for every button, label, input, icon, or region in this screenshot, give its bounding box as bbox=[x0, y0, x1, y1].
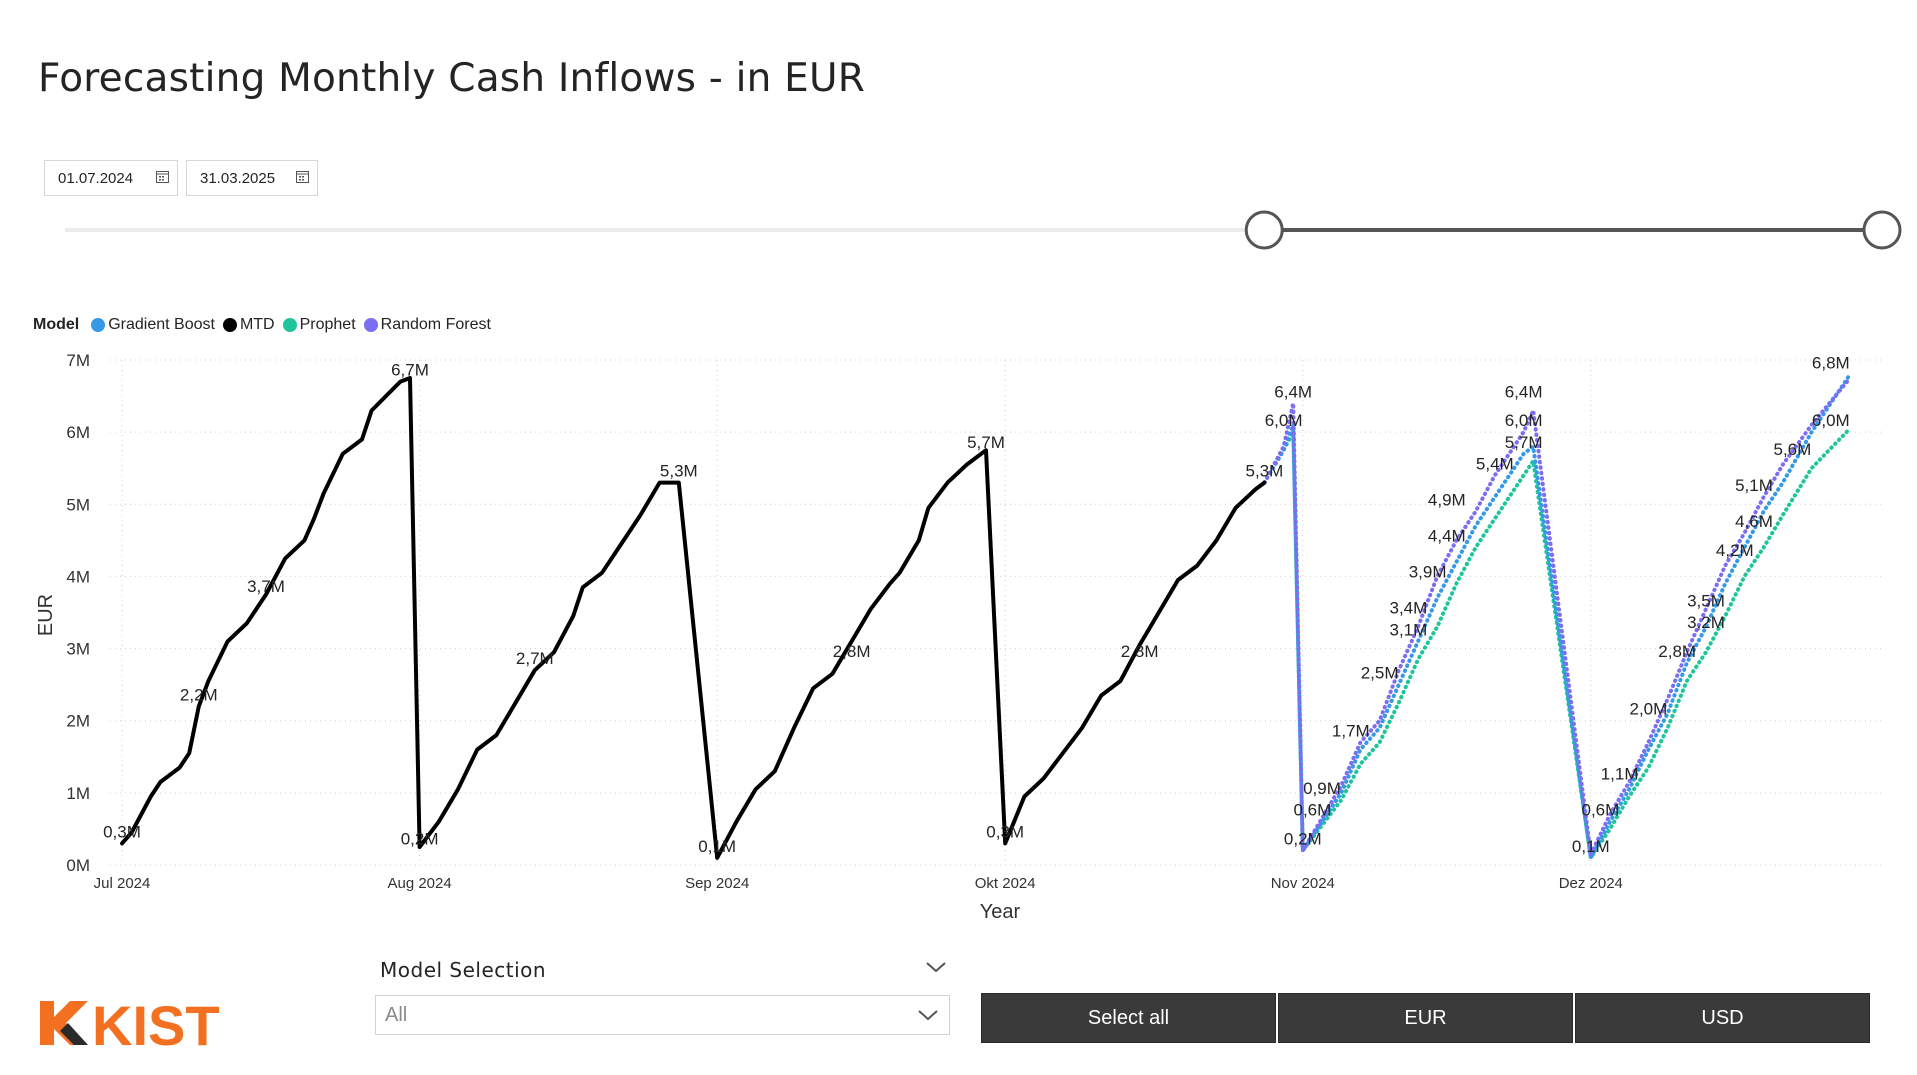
data-label: 3,7M bbox=[247, 577, 285, 596]
x-tick-label: Nov 2024 bbox=[1271, 875, 1335, 892]
start-date-input[interactable]: 01.07.2024 bbox=[44, 160, 178, 196]
data-label: 5,6M bbox=[1774, 440, 1812, 459]
data-label: 6,7M bbox=[391, 361, 429, 380]
model-selection-value: All bbox=[385, 1003, 408, 1026]
data-label: 5,1M bbox=[1735, 476, 1773, 495]
data-label: 0,1M bbox=[1572, 837, 1610, 856]
data-label: 2,8M bbox=[833, 642, 871, 661]
legend-label: Prophet bbox=[299, 316, 356, 333]
x-axis-title: Year bbox=[980, 901, 1021, 923]
data-label: 3,2M bbox=[1687, 613, 1725, 632]
x-tick-label: Dez 2024 bbox=[1559, 875, 1623, 892]
logo-mark-shadow bbox=[60, 1023, 88, 1045]
eur-button[interactable]: EUR bbox=[1278, 993, 1573, 1043]
data-label: 2,5M bbox=[1361, 664, 1399, 683]
data-label: 3,1M bbox=[1390, 620, 1428, 639]
data-label: 0,3M bbox=[986, 822, 1024, 841]
calendar-icon[interactable] bbox=[296, 170, 309, 183]
kist-logo: KIST bbox=[40, 994, 220, 1053]
series-line-prophet bbox=[1262, 426, 1852, 860]
data-label: 6,0M bbox=[1812, 411, 1850, 430]
data-label: 6,4M bbox=[1505, 382, 1543, 401]
data-label: 0,1M bbox=[698, 837, 736, 856]
data-label: 0,6M bbox=[1582, 801, 1620, 820]
chevron-down-icon[interactable] bbox=[925, 960, 947, 974]
legend-dot bbox=[222, 318, 237, 332]
data-label: 4,6M bbox=[1735, 512, 1773, 531]
data-label: 1,1M bbox=[1601, 765, 1639, 784]
data-label: 1,7M bbox=[1332, 721, 1370, 740]
slider-start-handle[interactable] bbox=[1244, 210, 1284, 250]
data-label: 6,0M bbox=[1505, 411, 1543, 430]
x-tick-label: Jul 2024 bbox=[94, 875, 151, 892]
data-label: 3,9M bbox=[1409, 563, 1447, 582]
data-label: 0,9M bbox=[1303, 779, 1341, 798]
data-label: 3,4M bbox=[1390, 599, 1428, 618]
data-label: 4,9M bbox=[1428, 491, 1466, 510]
y-tick-label: 2M bbox=[66, 712, 90, 731]
y-tick-label: 6M bbox=[66, 423, 90, 442]
data-label: 2,2M bbox=[180, 685, 218, 704]
page-title: Forecasting Monthly Cash Inflows - in EU… bbox=[38, 56, 866, 101]
y-tick-label: 5M bbox=[66, 495, 90, 514]
end-date-input[interactable]: 31.03.2025 bbox=[186, 160, 318, 196]
data-label: 5,3M bbox=[660, 462, 698, 481]
data-label: 5,7M bbox=[1505, 433, 1543, 452]
data-label: 4,4M bbox=[1428, 527, 1466, 546]
legend-label: Gradient Boost bbox=[108, 316, 215, 333]
legend-dot bbox=[282, 318, 297, 332]
usd-button[interactable]: USD bbox=[1575, 993, 1870, 1043]
legend-item-prophet[interactable]: Prophet bbox=[282, 316, 356, 334]
data-label: 2,8M bbox=[1121, 642, 1159, 661]
date-range-slider[interactable] bbox=[0, 205, 1917, 255]
legend-dot bbox=[91, 318, 106, 332]
select-all-button[interactable]: Select all bbox=[981, 993, 1276, 1043]
x-tick-label: Aug 2024 bbox=[387, 875, 451, 892]
series-line-mtd bbox=[120, 376, 1267, 860]
line-chart: 0M 1M 2M 3M 4M 5M 6M 7M Jul 2024 Aug 2024 Sep 2024… bbox=[35, 351, 1882, 923]
y-tick-label: 3M bbox=[66, 640, 90, 659]
legend-item-random-forest[interactable]: Random Forest bbox=[363, 316, 491, 334]
chevron-down-icon[interactable] bbox=[917, 1008, 939, 1022]
legend-dot bbox=[363, 318, 378, 332]
data-label: 6,4M bbox=[1274, 382, 1312, 401]
data-label: 4,2M bbox=[1716, 541, 1754, 560]
data-label: 0,2M bbox=[401, 830, 439, 849]
y-tick-label: 1M bbox=[66, 784, 90, 803]
data-label: 0,3M bbox=[103, 822, 141, 841]
data-label: 5,4M bbox=[1476, 454, 1514, 473]
x-tick-label: Sep 2024 bbox=[685, 875, 749, 892]
x-tick-label: Okt 2024 bbox=[975, 875, 1036, 892]
data-label: 0,2M bbox=[1284, 830, 1322, 849]
y-tick-label: 0M bbox=[66, 856, 90, 875]
data-label: 6,8M bbox=[1812, 353, 1850, 372]
start-date-value: 01.07.2024 bbox=[58, 169, 134, 187]
y-tick-label: 4M bbox=[66, 567, 90, 586]
series-line-random-forest bbox=[1262, 376, 1852, 857]
data-label: 2,0M bbox=[1630, 700, 1668, 719]
logo-text: KIST bbox=[92, 994, 220, 1053]
chart-legend: Model Gradient Boost MTD Prophet Random … bbox=[33, 316, 499, 334]
legend-item-mtd[interactable]: MTD bbox=[222, 316, 275, 334]
legend-title: Model bbox=[33, 316, 80, 333]
data-label: 2,7M bbox=[516, 649, 554, 668]
end-date-value: 31.03.2025 bbox=[200, 169, 276, 187]
data-label: 5,3M bbox=[1246, 462, 1284, 481]
data-label: 0,6M bbox=[1294, 801, 1332, 820]
legend-item-gradient-boost[interactable]: Gradient Boost bbox=[91, 316, 215, 334]
data-label: 2,8M bbox=[1658, 642, 1696, 661]
data-label: 5,7M bbox=[967, 433, 1005, 452]
y-axis-title: EUR bbox=[35, 594, 57, 636]
model-selection-label: Model Selection bbox=[380, 958, 547, 982]
data-label: 6,0M bbox=[1265, 411, 1303, 430]
data-label: 3,5M bbox=[1687, 592, 1725, 611]
y-tick-label: 7M bbox=[66, 351, 90, 370]
slider-end-handle[interactable] bbox=[1862, 210, 1902, 250]
legend-label: Random Forest bbox=[380, 316, 491, 333]
model-selection-dropdown[interactable]: All bbox=[375, 995, 950, 1035]
series-line-gradient-boost bbox=[1262, 372, 1852, 860]
calendar-icon[interactable] bbox=[156, 170, 169, 183]
legend-label: MTD bbox=[239, 316, 275, 333]
